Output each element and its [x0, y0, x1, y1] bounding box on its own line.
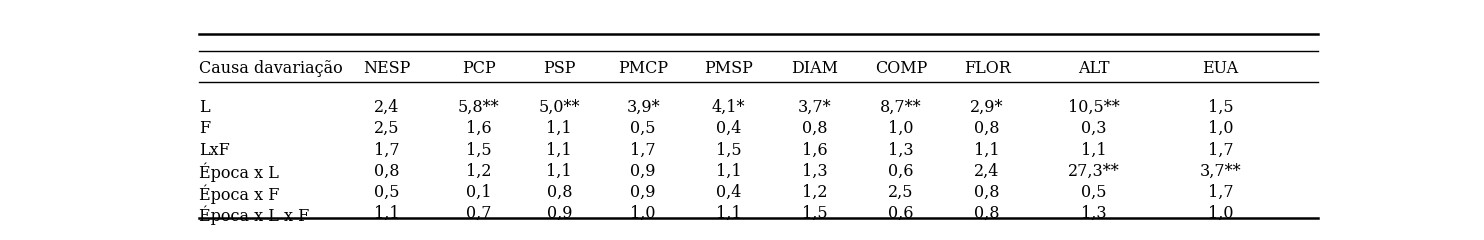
Text: L: L [199, 99, 209, 116]
Text: 1,0: 1,0 [887, 120, 914, 137]
Text: PMSP: PMSP [703, 60, 752, 77]
Text: 1,1: 1,1 [975, 142, 1000, 159]
Text: 1,1: 1,1 [546, 142, 573, 159]
Text: 0,8: 0,8 [801, 120, 828, 137]
Text: 1,6: 1,6 [466, 120, 491, 137]
Text: 2,5: 2,5 [887, 184, 914, 201]
Text: 1,0: 1,0 [1208, 120, 1233, 137]
Text: 0,9: 0,9 [546, 205, 571, 222]
Text: 2,4: 2,4 [975, 163, 1000, 180]
Text: PCP: PCP [462, 60, 496, 77]
Text: 2,9*: 2,9* [971, 99, 1003, 116]
Text: 2,5: 2,5 [374, 120, 399, 137]
Text: 1,1: 1,1 [546, 120, 573, 137]
Text: 0,4: 0,4 [715, 120, 741, 137]
Text: 1,1: 1,1 [374, 205, 399, 222]
Text: 0,8: 0,8 [975, 120, 1000, 137]
Text: 8,7**: 8,7** [880, 99, 922, 116]
Text: 0,6: 0,6 [887, 205, 914, 222]
Text: 1,7: 1,7 [1208, 184, 1233, 201]
Text: 5,0**: 5,0** [539, 99, 580, 116]
Text: 1,3: 1,3 [1082, 205, 1107, 222]
Text: 3,7**: 3,7** [1199, 163, 1242, 180]
Text: 1,5: 1,5 [1208, 99, 1233, 116]
Text: 0,8: 0,8 [975, 184, 1000, 201]
Text: 0,3: 0,3 [1082, 120, 1107, 137]
Text: 1,2: 1,2 [466, 163, 491, 180]
Text: Época x L x F: Época x L x F [199, 205, 310, 225]
Text: 1,1: 1,1 [715, 205, 741, 222]
Text: DIAM: DIAM [791, 60, 838, 77]
Text: NESP: NESP [364, 60, 411, 77]
Text: 0,5: 0,5 [1082, 184, 1107, 201]
Text: 3,9*: 3,9* [626, 99, 660, 116]
Text: 0,8: 0,8 [374, 163, 399, 180]
Text: 1,5: 1,5 [715, 142, 741, 159]
Text: 1,0: 1,0 [631, 205, 656, 222]
Text: Época x F: Época x F [199, 184, 279, 204]
Text: 0,9: 0,9 [631, 163, 656, 180]
Text: F: F [199, 120, 211, 137]
Text: 2,4: 2,4 [374, 99, 399, 116]
Text: 1,3: 1,3 [801, 163, 828, 180]
Text: 1,7: 1,7 [631, 142, 656, 159]
Text: ALT: ALT [1079, 60, 1110, 77]
Text: 10,5**: 10,5** [1068, 99, 1120, 116]
Text: COMP: COMP [874, 60, 928, 77]
Text: 3,7*: 3,7* [798, 99, 831, 116]
Text: 4,1*: 4,1* [712, 99, 745, 116]
Text: 0,6: 0,6 [887, 163, 914, 180]
Text: 1,1: 1,1 [546, 163, 573, 180]
Text: 0,1: 0,1 [466, 184, 491, 201]
Text: 0,4: 0,4 [715, 184, 741, 201]
Text: PSP: PSP [543, 60, 576, 77]
Text: 0,5: 0,5 [631, 120, 656, 137]
Text: Causa davariação: Causa davariação [199, 60, 343, 77]
Text: 0,9: 0,9 [631, 184, 656, 201]
Text: 1,6: 1,6 [801, 142, 828, 159]
Text: 1,1: 1,1 [715, 163, 741, 180]
Text: 0,5: 0,5 [374, 184, 399, 201]
Text: 0,8: 0,8 [546, 184, 571, 201]
Text: 0,8: 0,8 [975, 205, 1000, 222]
Text: 1,0: 1,0 [1208, 205, 1233, 222]
Text: 5,8**: 5,8** [459, 99, 500, 116]
Text: EUA: EUA [1202, 60, 1239, 77]
Text: LxF: LxF [199, 142, 230, 159]
Text: 27,3**: 27,3** [1068, 163, 1120, 180]
Text: PMCP: PMCP [619, 60, 668, 77]
Text: FLOR: FLOR [963, 60, 1011, 77]
Text: 1,1: 1,1 [1082, 142, 1107, 159]
Text: Época x L: Época x L [199, 163, 279, 182]
Text: 1,5: 1,5 [466, 142, 491, 159]
Text: 0,7: 0,7 [466, 205, 491, 222]
Text: 1,7: 1,7 [374, 142, 399, 159]
Text: 1,3: 1,3 [887, 142, 914, 159]
Text: 1,5: 1,5 [801, 205, 828, 222]
Text: 1,7: 1,7 [1208, 142, 1233, 159]
Text: 1,2: 1,2 [801, 184, 828, 201]
